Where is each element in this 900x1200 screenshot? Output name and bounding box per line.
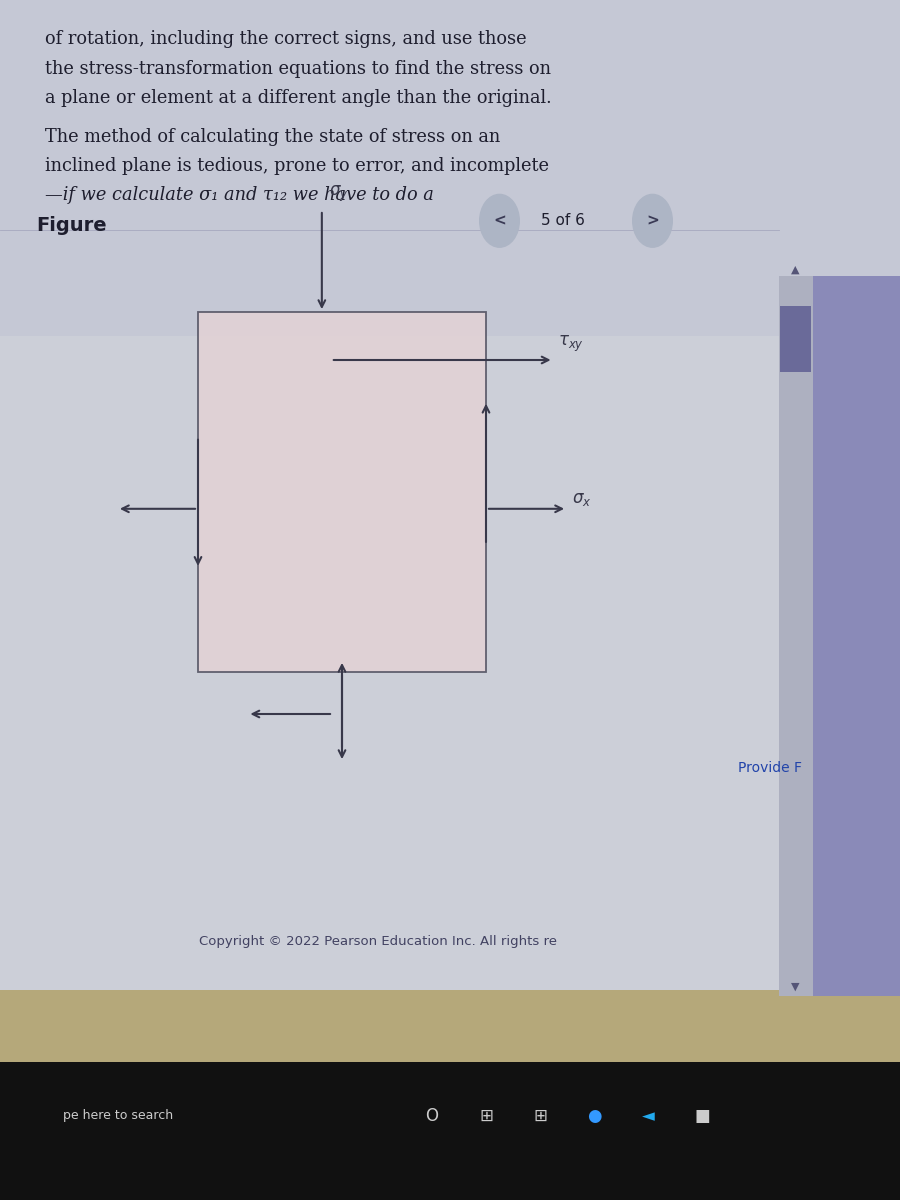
- Text: <: <: [493, 214, 506, 228]
- Text: >: >: [646, 214, 659, 228]
- FancyBboxPatch shape: [778, 276, 813, 996]
- Text: The method of calculating the state of stress on an: The method of calculating the state of s…: [45, 128, 500, 146]
- Text: pe here to search: pe here to search: [63, 1110, 173, 1122]
- Text: Provide F: Provide F: [738, 761, 802, 775]
- Text: ●: ●: [587, 1106, 601, 1126]
- FancyBboxPatch shape: [0, 0, 900, 336]
- Text: $\sigma_y$: $\sigma_y$: [329, 184, 348, 204]
- Text: 5 of 6: 5 of 6: [541, 214, 584, 228]
- Text: ⊞: ⊞: [533, 1106, 547, 1126]
- Text: ▼: ▼: [791, 982, 800, 991]
- Text: ⊞: ⊞: [479, 1106, 493, 1126]
- Text: inclined plane is tedious, prone to error, and incomplete: inclined plane is tedious, prone to erro…: [45, 157, 549, 175]
- Text: O: O: [426, 1106, 438, 1126]
- Text: Figure: Figure: [36, 216, 106, 235]
- FancyBboxPatch shape: [0, 1062, 900, 1200]
- Text: ▲: ▲: [791, 265, 800, 275]
- FancyBboxPatch shape: [0, 990, 900, 1200]
- Circle shape: [633, 194, 672, 247]
- Text: ◄: ◄: [642, 1106, 654, 1126]
- FancyBboxPatch shape: [198, 312, 486, 672]
- Text: the stress-transformation equations to find the stress on: the stress-transformation equations to f…: [45, 60, 551, 78]
- FancyBboxPatch shape: [813, 276, 900, 996]
- Text: of rotation, including the correct signs, and use those: of rotation, including the correct signs…: [45, 30, 526, 48]
- Circle shape: [480, 194, 519, 247]
- Text: $\tau_{xy}$: $\tau_{xy}$: [558, 334, 584, 354]
- FancyBboxPatch shape: [780, 306, 811, 372]
- Text: Copyright © 2022 Pearson Education Inc. All rights re: Copyright © 2022 Pearson Education Inc. …: [199, 936, 557, 948]
- Text: ■: ■: [694, 1106, 710, 1126]
- Text: a plane or element at a different angle than the original.: a plane or element at a different angle …: [45, 89, 552, 107]
- Text: —if we calculate σ₁ and τ₁₂ we have to do a: —if we calculate σ₁ and τ₁₂ we have to d…: [45, 186, 434, 204]
- Text: $\sigma_x$: $\sigma_x$: [572, 490, 591, 509]
